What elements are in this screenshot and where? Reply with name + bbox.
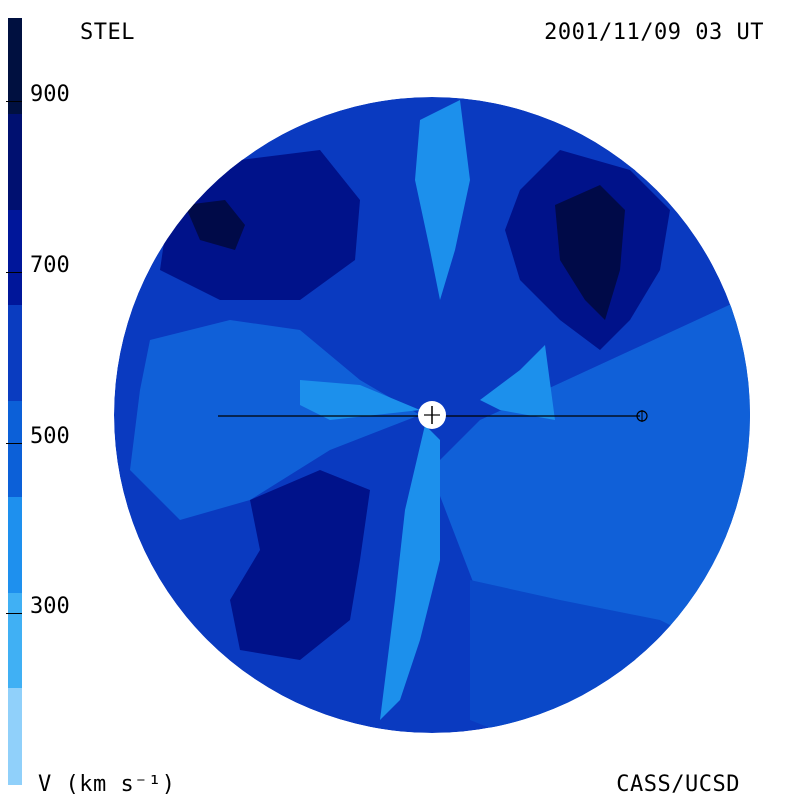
instrument-title: STEL xyxy=(80,20,135,45)
dark-region-lower-left xyxy=(230,470,370,660)
colorbar xyxy=(8,18,22,785)
colorbar-tick-700 xyxy=(6,272,22,273)
colorbar-tick-300 xyxy=(6,613,22,614)
medium-region-left xyxy=(130,320,420,520)
colorbar-label-900: 900 xyxy=(30,82,70,107)
credit-label: CASS/UCSD xyxy=(616,772,740,797)
colorbar-band xyxy=(8,305,22,402)
colorbar-band xyxy=(8,401,22,498)
colorbar-band xyxy=(8,496,22,594)
colorbar-band xyxy=(8,209,22,307)
colorbar-band xyxy=(8,592,22,690)
deep-patch-upper-right xyxy=(555,185,625,320)
colorbar-band xyxy=(8,18,22,115)
colorbar-tick-500 xyxy=(6,443,22,444)
colorbar-tick-900 xyxy=(6,101,22,102)
light-streamer-east xyxy=(480,345,555,420)
light-streamer-south xyxy=(380,425,440,720)
velocity-unit-label: V (km s⁻¹) xyxy=(38,772,176,797)
timestamp-title: 2001/11/09 03 UT xyxy=(544,20,764,45)
colorbar-label-300: 300 xyxy=(30,594,70,619)
light-streamer-west xyxy=(300,380,420,420)
colorbar-label-700: 700 xyxy=(30,253,70,278)
dark-region-upper-left xyxy=(160,150,360,300)
light-streamer-north xyxy=(415,100,470,300)
colorbar-label-500: 500 xyxy=(30,424,70,449)
medium-region-right xyxy=(430,300,750,640)
colorbar-band xyxy=(8,688,22,785)
colorbar-band xyxy=(8,113,22,211)
deep-patch-upper-left xyxy=(185,200,245,250)
